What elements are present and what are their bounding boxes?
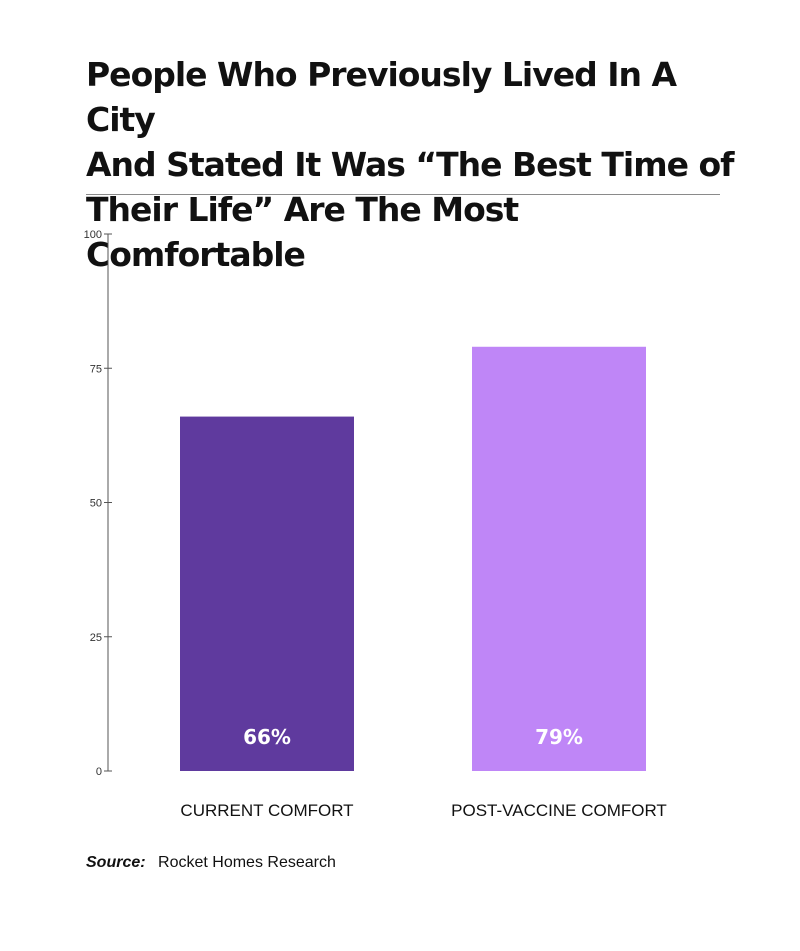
bar-2 (472, 346, 646, 771)
y-tick-label-100: 100 (84, 229, 102, 241)
bar-1 (180, 416, 354, 771)
bar-1-data-label: 66% (243, 725, 291, 749)
source-text: Rocket Homes Research (158, 854, 336, 871)
y-tick-label-50: 50 (90, 498, 102, 510)
title-line-1: People Who Previously Lived In A City (86, 55, 677, 139)
y-tick-label-0: 0 (96, 766, 102, 778)
bar-2-data-label: 79% (535, 725, 583, 749)
x-category-label-2: POST-VACCINE COMFORT (451, 801, 667, 820)
source-label: Source: (86, 854, 146, 871)
chart-title: People Who Previously Lived In A City An… (86, 52, 746, 277)
title-divider (86, 194, 720, 195)
x-category-label-1: CURRENT COMFORT (180, 801, 353, 820)
title-line-2: And Stated It Was “The Best Time of (86, 145, 735, 184)
y-tick-label-75: 75 (90, 363, 102, 375)
y-tick-label-25: 25 (90, 632, 102, 644)
title-line-3: Their Life” Are The Most Comfortable (86, 190, 519, 274)
source-note: Source: Rocket Homes Research (86, 854, 336, 872)
